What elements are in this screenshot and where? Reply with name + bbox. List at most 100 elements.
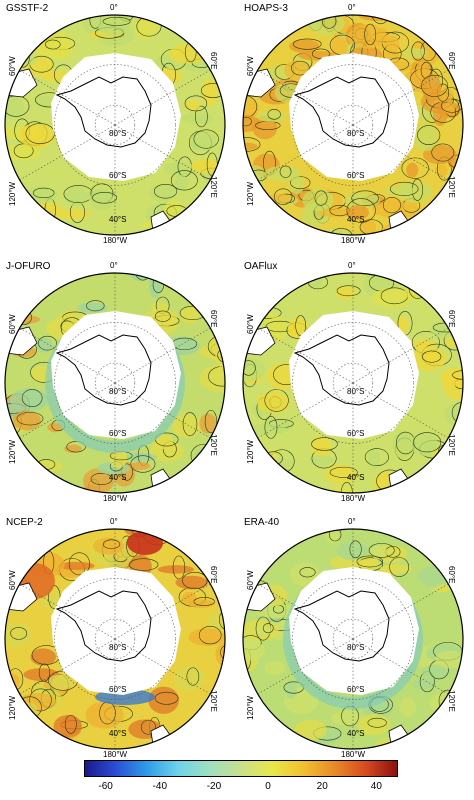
anomaly-patch xyxy=(284,680,297,699)
anomaly-patch xyxy=(243,641,266,661)
contour-line xyxy=(102,17,131,26)
meridian-line xyxy=(352,124,449,181)
anomaly-patch xyxy=(367,448,380,470)
colorbar xyxy=(84,760,398,777)
panel-title: J-OFURO xyxy=(6,261,51,272)
anomaly-patch xyxy=(269,193,292,204)
label-80s: 80°S xyxy=(109,129,127,138)
contour-line xyxy=(243,360,256,376)
anomaly-patch xyxy=(182,112,215,125)
label-60s: 60°S xyxy=(109,685,127,694)
anomaly-patch xyxy=(23,668,60,681)
contour-line xyxy=(130,455,156,473)
map-border xyxy=(242,528,464,750)
panel-title: ERA-40 xyxy=(244,517,280,528)
label-60w: 60°W xyxy=(246,314,255,334)
anomaly-patch xyxy=(64,444,82,454)
meridian-line xyxy=(19,124,116,181)
map-border xyxy=(4,272,226,494)
anomaly-patch xyxy=(412,677,436,690)
anomaly-patch xyxy=(157,565,195,574)
anomaly-patch xyxy=(385,35,400,54)
anomaly-patch xyxy=(5,673,20,689)
label-60s: 60°S xyxy=(347,685,365,694)
meridian-line xyxy=(257,124,354,181)
contour-line xyxy=(90,473,113,485)
anomaly-patch xyxy=(5,144,41,161)
meridian-line xyxy=(352,327,449,384)
map-panel-ncep2: NCEP-2 0° 180°W 60°W 60°E 120°W 120°E 80°S 60°S 4… xyxy=(2,514,228,759)
label-60w: 60°W xyxy=(8,570,17,590)
anomaly-patch xyxy=(189,131,217,151)
label-0deg: 0° xyxy=(348,517,356,526)
label-40s: 40°S xyxy=(347,473,365,482)
meridian-line xyxy=(257,638,354,695)
sea-ice-zone xyxy=(51,53,181,181)
anomaly-patch xyxy=(289,39,320,54)
meridian-line xyxy=(114,382,211,439)
label-60e: 60°E xyxy=(209,566,218,584)
label-120e: 120°E xyxy=(209,176,218,198)
sea-ice-zone xyxy=(51,311,181,439)
contour-line xyxy=(389,557,410,577)
meridian-line xyxy=(19,583,116,640)
sea-ice-zone xyxy=(289,311,419,439)
antarctica-coastline xyxy=(293,590,390,662)
contour-line xyxy=(267,109,281,120)
anomaly-patch xyxy=(82,468,115,493)
meridian-line xyxy=(19,69,116,126)
anomaly-patch xyxy=(406,162,419,178)
contour-line xyxy=(367,717,387,728)
contour-line xyxy=(102,539,121,549)
anomaly-patch xyxy=(194,450,208,465)
antarctica-coastline xyxy=(293,334,390,406)
anomaly-patch xyxy=(302,189,334,211)
contour-line xyxy=(262,623,274,634)
anomaly-patch xyxy=(307,15,345,36)
contour-line xyxy=(273,188,293,205)
anomaly-patch xyxy=(264,165,301,182)
label-60w: 60°W xyxy=(8,314,17,334)
anomaly-patch xyxy=(85,701,124,729)
anomaly-patch xyxy=(123,452,158,462)
contour-line xyxy=(154,691,179,705)
label-0deg: 0° xyxy=(348,3,356,12)
label-80s: 80°S xyxy=(109,387,127,396)
label-60e: 60°E xyxy=(209,52,218,70)
label-120e: 120°E xyxy=(209,690,218,712)
anomaly-patch xyxy=(410,432,438,457)
anomaly-patch xyxy=(421,664,452,679)
anomaly-patch xyxy=(208,609,225,634)
polar-map xyxy=(242,528,464,750)
label-120w: 120°W xyxy=(246,181,255,206)
map-panel-era40: ERA-40 0° 180°W 60°W 60°E 120°W 120°E 80°S 60°S 4… xyxy=(240,514,466,759)
contour-line xyxy=(184,95,208,112)
anomaly-patch xyxy=(148,686,179,714)
label-40s: 40°S xyxy=(347,215,365,224)
sea-ice-zone xyxy=(289,53,419,181)
anomaly-patch xyxy=(59,208,90,220)
antarctica-coastline xyxy=(55,590,152,662)
label-0deg: 0° xyxy=(348,261,356,270)
anomaly-patch xyxy=(444,338,460,347)
meridian-line xyxy=(257,583,354,640)
anomaly-patch xyxy=(324,530,340,543)
meridian-line xyxy=(257,382,354,439)
contour-line xyxy=(170,170,198,191)
anomaly-patch xyxy=(331,37,348,57)
anomaly-patch xyxy=(58,561,95,570)
anomaly-patch xyxy=(436,584,452,593)
panel-title: GSSTF-2 xyxy=(6,3,49,14)
contour-line xyxy=(217,347,225,363)
polar-map xyxy=(4,528,226,750)
contour-line xyxy=(295,315,306,336)
anomaly-patch xyxy=(187,599,215,608)
map-border xyxy=(242,14,464,236)
label-180w: 180°W xyxy=(103,494,128,503)
label-120w: 120°W xyxy=(8,695,17,720)
contour-line xyxy=(64,714,77,734)
latitude-circle xyxy=(332,362,374,404)
anomaly-patch xyxy=(154,433,174,450)
colorbar-tick-label: -60 xyxy=(98,781,113,792)
meridian-line xyxy=(257,69,354,126)
